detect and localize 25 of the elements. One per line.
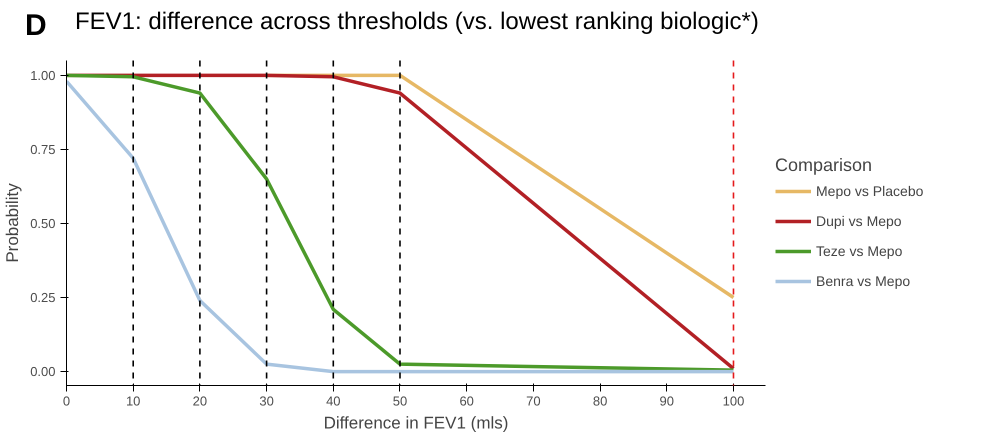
y-tick-label: 1.00	[30, 68, 56, 83]
x-tick-label: 40	[326, 394, 341, 408]
x-axis-title: Difference in FEV1 (mls)	[324, 414, 508, 432]
legend-label: Mepo vs Placebo	[816, 182, 924, 198]
x-tick-label: 10	[126, 394, 140, 408]
text: D	[25, 8, 47, 44]
legend-label: Benra vs Mepo	[816, 272, 910, 288]
x-tick-label: 70	[526, 394, 541, 408]
legend-title: Comparison	[775, 154, 874, 176]
x-tick-label: 20	[192, 394, 208, 408]
legend-label: Teze vs Mepo	[816, 242, 902, 258]
x-tick-label: 60	[459, 394, 474, 408]
x-tick-label: 0	[62, 394, 70, 408]
x-tick-label: 100	[722, 394, 744, 408]
y-tick-label: 0.75	[30, 142, 56, 157]
x-tick-label: 50	[392, 394, 408, 408]
y-tick-label: 0.00	[30, 364, 56, 380]
chart-title: FEV1: difference across thresholds (vs. lowest ranking biologic*)	[75, 7, 759, 37]
x-tick-label: 90	[660, 394, 674, 408]
y-tick-label: 0.25	[30, 290, 56, 306]
y-tick-label: 0.50	[30, 216, 56, 231]
y-axis-title: Probability	[3, 182, 22, 263]
x-tick-label: 80	[592, 394, 608, 408]
x-tick-label: 30	[259, 394, 274, 408]
legend-label: Dupi vs Mepo	[816, 212, 902, 228]
